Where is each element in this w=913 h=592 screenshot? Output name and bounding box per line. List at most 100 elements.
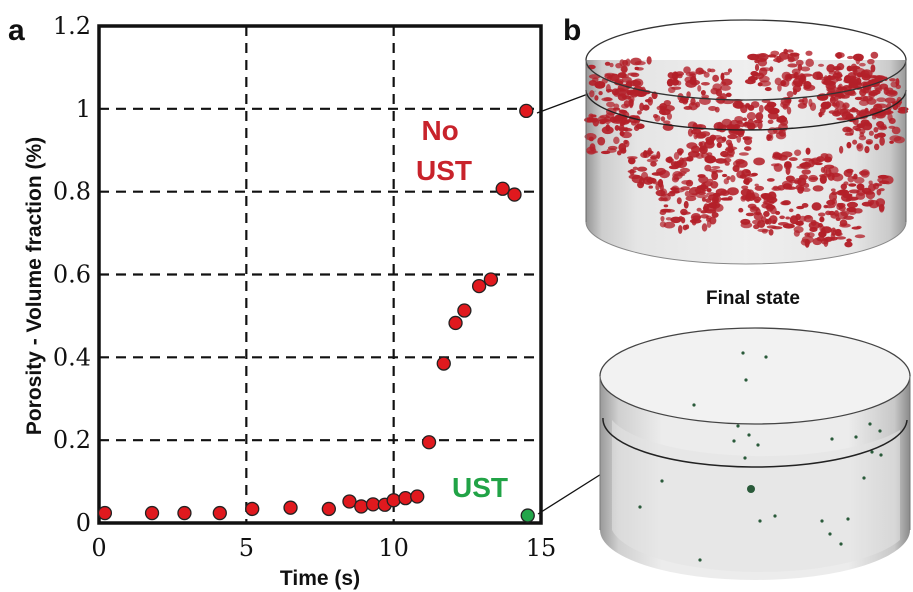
particle-red <box>714 106 720 113</box>
particle-red <box>638 177 645 186</box>
particle-red <box>663 197 668 202</box>
particle-red <box>650 154 658 159</box>
particle-red <box>620 65 628 73</box>
particle-red <box>683 66 691 74</box>
particle-red <box>607 145 618 151</box>
particle-red <box>738 152 749 156</box>
particle-red <box>687 150 700 158</box>
particle-red <box>644 98 652 103</box>
particle-red <box>708 105 717 111</box>
particle-red <box>755 112 764 121</box>
particle-red <box>746 173 757 177</box>
particle-red <box>594 80 606 89</box>
particle-red <box>755 58 767 62</box>
particle-red <box>802 158 814 162</box>
particle-red <box>836 63 845 71</box>
particle-red <box>859 88 867 97</box>
particle-red <box>846 55 854 60</box>
particle-red <box>742 117 748 122</box>
particle-red <box>715 158 727 164</box>
particle-red <box>767 108 780 114</box>
point-no-ust-8 <box>354 499 369 514</box>
particle-red <box>876 188 882 196</box>
particle-red <box>843 215 854 220</box>
particle-red <box>778 51 790 60</box>
particle-red <box>692 122 698 131</box>
x-tick-label-2: 10 <box>378 534 409 562</box>
particle-red <box>588 136 594 142</box>
particle-red <box>808 174 818 183</box>
particle-red <box>688 186 701 196</box>
particle-red <box>699 145 708 155</box>
particle-red <box>676 197 682 205</box>
particle-red <box>755 72 765 80</box>
particle-red <box>803 215 814 223</box>
particle-red <box>825 210 832 216</box>
particle-red <box>747 203 757 209</box>
point-no-ust-2 <box>177 505 192 521</box>
particle-red <box>781 151 793 158</box>
particle-green <box>638 505 642 509</box>
particle-red <box>598 90 603 96</box>
y-tick-label-6: 1.2 <box>53 12 91 40</box>
particle-red <box>804 161 809 166</box>
particle-red <box>706 219 712 228</box>
particle-red <box>636 110 642 115</box>
particle-red <box>765 87 772 91</box>
particle-red <box>697 84 702 92</box>
particle-red <box>679 167 691 173</box>
particle-red <box>836 190 847 196</box>
particle-red <box>701 197 706 202</box>
particle-red <box>686 142 698 150</box>
particle-red <box>630 72 640 78</box>
particle-green <box>743 456 747 460</box>
particle-red <box>822 101 832 109</box>
particle-red <box>746 112 757 121</box>
particle-red <box>723 178 729 185</box>
particle-red <box>605 124 611 132</box>
particle-red <box>803 81 812 90</box>
y-tick-label-1: 0.2 <box>53 426 91 454</box>
particle-red <box>747 53 760 61</box>
particle-red <box>614 125 620 131</box>
particle-red <box>854 234 866 239</box>
particle-red <box>770 50 780 56</box>
particle-red <box>667 86 676 94</box>
particle-red <box>616 150 622 156</box>
particle-red <box>785 166 791 175</box>
particle-red <box>747 75 758 81</box>
particle-green <box>870 450 874 454</box>
particle-red <box>800 66 811 72</box>
particle-red <box>868 199 880 209</box>
particle-red <box>770 163 780 167</box>
particle-green <box>773 514 777 518</box>
particle-green <box>692 403 696 407</box>
particle-red <box>663 221 676 229</box>
y-tick-label-4: 0.8 <box>53 178 91 206</box>
particle-red <box>597 136 606 146</box>
particle-red <box>639 102 645 112</box>
particle-red <box>775 210 781 215</box>
particle-red <box>838 203 844 209</box>
particle-red <box>740 218 751 225</box>
particle-red <box>796 205 805 210</box>
particle-red <box>668 165 680 170</box>
particle-red <box>889 78 896 82</box>
particle-red <box>769 66 774 72</box>
particle-red <box>777 84 782 92</box>
particle-red <box>659 221 667 228</box>
particle-red <box>812 185 824 192</box>
particle-red <box>786 90 794 98</box>
particle-red <box>845 168 854 174</box>
panel-letter-b: b <box>563 14 581 47</box>
particle-green <box>862 476 866 480</box>
particle-red <box>696 194 709 199</box>
particle-red <box>852 125 861 131</box>
particle-red <box>848 209 857 216</box>
point-no-ust-7 <box>342 494 357 509</box>
particle-red <box>730 174 736 183</box>
particle-red <box>839 223 851 228</box>
particle-red <box>666 112 673 120</box>
scatter-plot: 0 0.2 0.4 0.6 0.8 1 1.2 0 5 10 15 Time (s) Porosi… <box>23 12 556 590</box>
particle-red <box>875 103 888 109</box>
